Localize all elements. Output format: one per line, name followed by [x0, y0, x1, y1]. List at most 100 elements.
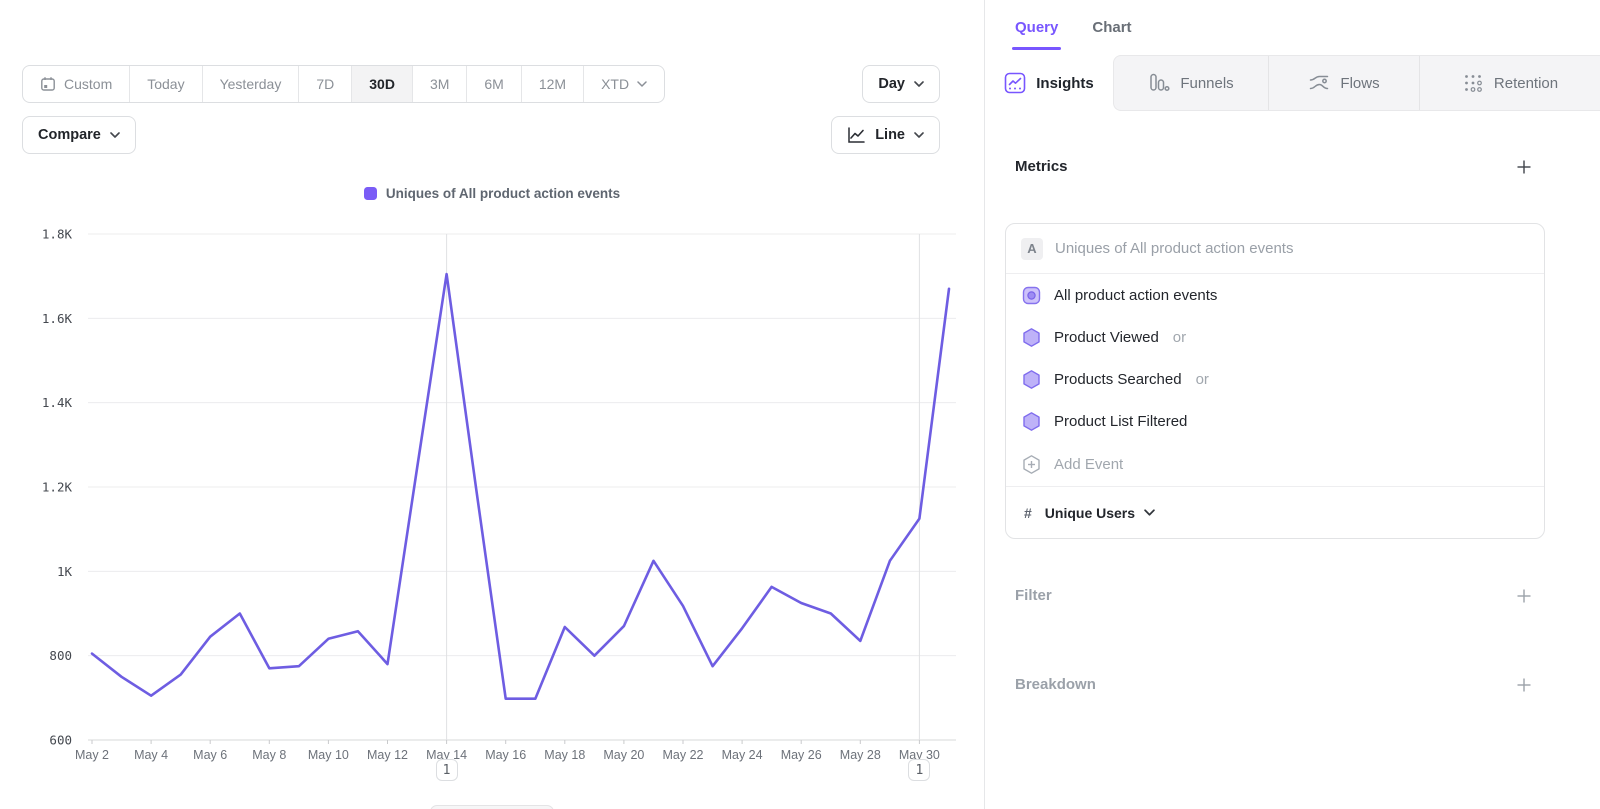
tab-query[interactable]: Query [1011, 0, 1062, 55]
tab-insights[interactable]: Insights [985, 55, 1113, 111]
tab-flows-label: Flows [1340, 74, 1380, 92]
calendar-icon [41, 77, 55, 91]
range-12m[interactable]: 12M [520, 66, 583, 102]
x-tick-label: May 30 [899, 748, 940, 762]
x-tick-label: May 24 [722, 748, 763, 762]
tab-funnels-label: Funnels [1180, 74, 1234, 92]
x-tick-label: May 16 [485, 748, 526, 762]
hexagon-plus-icon [1023, 454, 1040, 474]
flows-waves-icon [1310, 75, 1329, 90]
scroll-pill[interactable] [430, 805, 554, 809]
breakdown-section: Breakdown [1015, 676, 1532, 693]
plus-icon [1517, 678, 1531, 691]
chevron-down-icon [914, 81, 924, 87]
range-30d[interactable]: 30D [351, 66, 412, 102]
tab-chart[interactable]: Chart [1092, 19, 1132, 36]
range-6m[interactable]: 6M [466, 66, 520, 102]
event-row-products-searched[interactable]: Products Searched or [1006, 358, 1544, 400]
range-custom-label: Custom [64, 76, 113, 92]
x-tick-label: May 2 [75, 748, 109, 762]
x-tick-label: May 10 [308, 748, 349, 762]
annotation-badge[interactable]: 1 [908, 759, 931, 781]
metric-series-row[interactable]: A Uniques of All product action events [1006, 224, 1544, 274]
range-today[interactable]: Today [129, 66, 201, 102]
chart-pane: Custom Today Yesterday 7D 30D 3M 6M 12M … [0, 65, 984, 809]
event-row-all-product-action-events[interactable]: All product action events [1006, 274, 1544, 316]
insights-chart-icon [1004, 72, 1026, 94]
series-line [90, 272, 951, 701]
panel-header: Query Chart [985, 0, 1600, 55]
x-tick-label: May 26 [781, 748, 822, 762]
y-tick-label: 1K [57, 564, 73, 579]
breakdown-heading: Breakdown [1015, 676, 1096, 693]
y-tick-label: 1.8K [42, 227, 73, 242]
tab-funnels[interactable]: Funnels [1114, 56, 1268, 110]
line-chart: 600 800 1K 1.2K 1.4K 1.6K 1.8K May 2 May 4 May 6 M… [0, 215, 984, 809]
chevron-down-icon [1144, 509, 1155, 516]
y-tick-label: 1.4K [42, 395, 73, 410]
chevron-down-icon [110, 132, 120, 138]
inactive-report-tabs: Funnels Flows [1113, 55, 1600, 111]
event-row-product-viewed[interactable]: Product Viewed or [1006, 316, 1544, 358]
range-yesterday[interactable]: Yesterday [201, 66, 299, 102]
legend-label: Uniques of All product action events [385, 186, 621, 201]
chart-legend: Uniques of All product action events [0, 186, 984, 201]
chart-type-dropdown[interactable]: Line [831, 116, 940, 154]
x-tick-label: May 8 [252, 748, 286, 762]
add-breakdown-button[interactable] [1516, 677, 1532, 693]
tab-insights-label: Insights [1036, 74, 1094, 92]
annotation-badge[interactable]: 1 [435, 759, 458, 781]
measurement-dropdown[interactable]: # Unique Users [1006, 486, 1544, 538]
range-7d[interactable]: 7D [298, 66, 351, 102]
series-badge: A [1021, 237, 1043, 260]
line-chart-icon [848, 126, 865, 143]
y-tick-label: 600 [49, 733, 72, 748]
tab-flows[interactable]: Flows [1268, 56, 1419, 110]
report-tabs: Insights Funnels [985, 55, 1600, 111]
x-tick-label: May 6 [193, 748, 227, 762]
chart-canvas: 600 800 1K 1.2K 1.4K 1.6K 1.8K May 2 May 4 May 6 M… [42, 227, 956, 762]
hexagon-icon [1023, 369, 1040, 389]
range-custom[interactable]: Custom [23, 66, 129, 102]
x-tick-label: May 4 [134, 748, 168, 762]
toolbar-row-1: Custom Today Yesterday 7D 30D 3M 6M 12M … [0, 65, 984, 103]
toolbar-row-2: Compare Line [0, 116, 984, 154]
compare-dropdown[interactable]: Compare [22, 116, 136, 154]
range-3m[interactable]: 3M [411, 66, 466, 102]
granularity-dropdown[interactable]: Day [862, 65, 940, 103]
y-tick-label: 1.6K [42, 311, 73, 326]
y-tick-label: 1.2K [42, 480, 73, 495]
chevron-down-icon [914, 132, 924, 138]
add-filter-button[interactable] [1516, 588, 1532, 604]
range-xtd[interactable]: XTD [583, 66, 664, 102]
metrics-heading: Metrics [1015, 158, 1068, 175]
hexagon-icon [1023, 411, 1040, 431]
metrics-header: Metrics [1015, 158, 1532, 175]
x-tick-label: May 12 [367, 748, 408, 762]
filter-heading: Filter [1015, 587, 1052, 604]
hash-icon: # [1024, 504, 1032, 521]
filter-section: Filter [1015, 587, 1532, 604]
x-tick-label: May 20 [603, 748, 644, 762]
plus-icon [1517, 160, 1531, 173]
plus-icon [1517, 589, 1531, 602]
funnels-bars-icon [1150, 73, 1170, 92]
add-metric-button[interactable] [1516, 159, 1532, 175]
legend-swatch[interactable] [363, 187, 377, 200]
metric-card: A Uniques of All product action events A… [1005, 223, 1545, 539]
chevron-down-icon [637, 81, 647, 87]
retention-dots-icon [1464, 75, 1482, 92]
y-tick-label: 800 [49, 648, 72, 663]
query-panel: Query Chart Insights Fu [984, 0, 1600, 809]
event-row-product-list-filtered[interactable]: Product List Filtered [1006, 400, 1544, 442]
hexagon-icon [1023, 327, 1040, 347]
x-tick-label: May 28 [840, 748, 881, 762]
x-tick-label: May 14 [426, 748, 467, 762]
tab-retention-label: Retention [1493, 74, 1559, 92]
x-tick-label: May 18 [544, 748, 585, 762]
tab-retention[interactable]: Retention [1419, 56, 1600, 110]
all-events-icon [1022, 286, 1041, 304]
add-event-button[interactable]: Add Event [1006, 442, 1544, 486]
date-range-group: Custom Today Yesterday 7D 30D 3M 6M 12M … [22, 65, 666, 103]
